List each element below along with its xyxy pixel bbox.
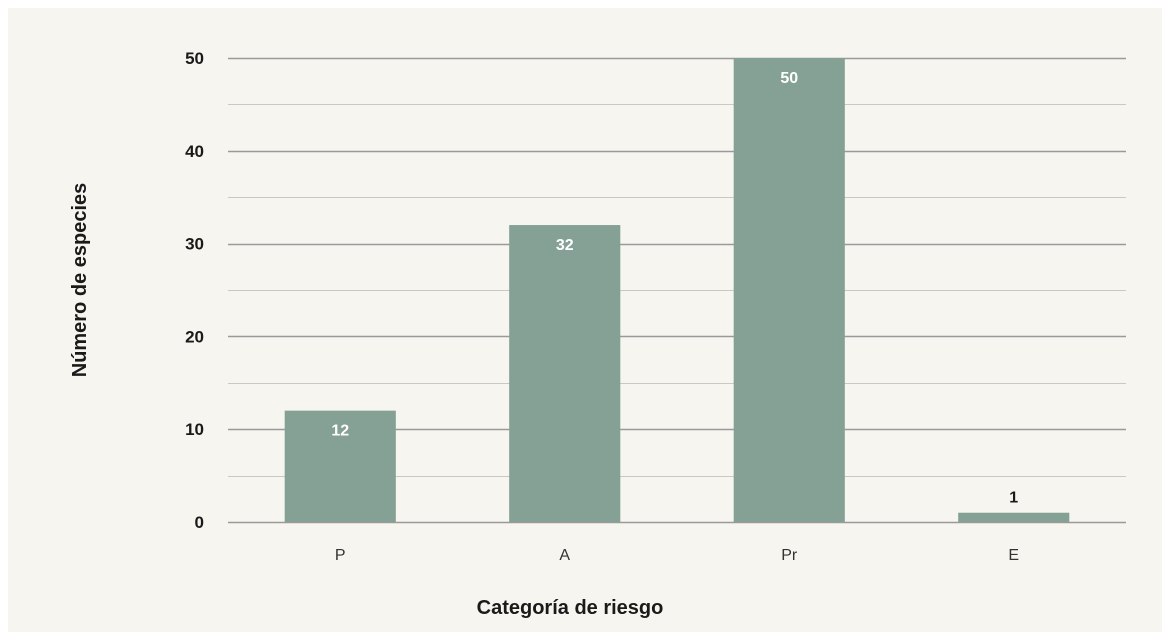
x-tick-label: E — [1008, 547, 1019, 564]
data-labels: 12 32 50 1 — [331, 70, 1018, 507]
x-tick-label: Pr — [781, 547, 798, 564]
data-label: 32 — [556, 237, 574, 254]
bar-chart: 0 10 20 30 40 50 P A Pr E 12 32 50 1 Categoría de r… — [69, 49, 1126, 619]
chart-card: 0 10 20 30 40 50 P A Pr E 12 32 50 1 Categoría de r… — [8, 8, 1162, 632]
x-tick-label: P — [335, 547, 346, 564]
data-label: 12 — [331, 423, 349, 440]
bar-pr — [733, 58, 845, 522]
x-axis-title: Categoría de riesgo — [477, 597, 664, 619]
y-axis-ticks: 0 10 20 30 40 50 — [185, 49, 204, 532]
y-tick-label: 50 — [185, 49, 204, 68]
bar-a — [509, 225, 621, 523]
data-label: 50 — [780, 70, 798, 87]
y-tick-label: 20 — [185, 327, 204, 346]
y-tick-label: 10 — [185, 420, 204, 439]
bar-p — [284, 410, 396, 522]
data-label: 1 — [1009, 490, 1018, 507]
y-tick-label: 40 — [185, 142, 204, 161]
x-axis-ticks: P A Pr E — [335, 547, 1019, 564]
y-tick-label: 0 — [195, 513, 204, 532]
bar-e — [958, 512, 1070, 522]
y-tick-label: 30 — [185, 235, 204, 254]
y-axis-title: Número de especies — [69, 183, 91, 378]
bars — [284, 58, 1070, 523]
x-tick-label: A — [559, 547, 570, 564]
